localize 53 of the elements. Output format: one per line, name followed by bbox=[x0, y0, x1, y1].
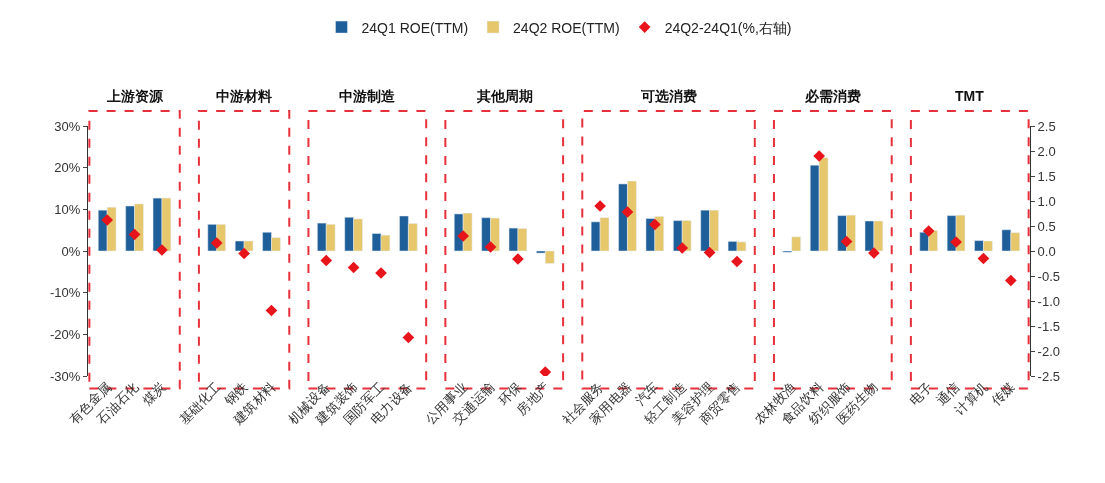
legend-label: 24Q1 ROE(TTM) bbox=[361, 19, 469, 36]
point bbox=[347, 261, 360, 274]
y-tick-label: 10% bbox=[54, 201, 81, 217]
point bbox=[402, 331, 415, 344]
y2-tick-label: 0.0 bbox=[1037, 243, 1056, 259]
y2-tick-label: -2.5 bbox=[1037, 368, 1061, 384]
y-tick-label: 20% bbox=[54, 160, 81, 176]
point bbox=[703, 246, 716, 259]
text: 其他周期 bbox=[476, 88, 533, 104]
y2-tick-label: 0.5 bbox=[1037, 218, 1056, 234]
x-tick-label: 煤炭 bbox=[139, 379, 169, 409]
point bbox=[676, 242, 689, 254]
point bbox=[922, 225, 935, 237]
point bbox=[484, 241, 497, 253]
text: 可选消费 bbox=[640, 88, 697, 104]
point bbox=[457, 230, 470, 242]
point bbox=[648, 218, 661, 231]
y2-tick-label: -1.0 bbox=[1037, 293, 1061, 309]
x-tick-label: 电子 bbox=[906, 379, 936, 409]
point bbox=[101, 214, 114, 226]
y-tick-label: -30% bbox=[50, 368, 81, 384]
text: 中游制造 bbox=[339, 88, 396, 104]
y-tick-label: -20% bbox=[50, 326, 81, 342]
x-tick-label: 基础化工 bbox=[176, 379, 224, 427]
y2-tick-label: 2.0 bbox=[1037, 143, 1056, 159]
point bbox=[977, 252, 990, 265]
point bbox=[128, 228, 141, 241]
y2-tick-label: 2.5 bbox=[1037, 118, 1056, 134]
point bbox=[1004, 274, 1017, 287]
point bbox=[840, 235, 853, 248]
y2-tick-label: -0.5 bbox=[1037, 268, 1061, 284]
y-tick-label: 0% bbox=[61, 243, 81, 259]
text: 上游资源 bbox=[106, 88, 164, 104]
legend-label: 24Q2-24Q1(%,右轴) bbox=[664, 19, 792, 36]
x-tick-label: 传媒 bbox=[988, 379, 1018, 409]
y2-tick-label: -2.0 bbox=[1037, 343, 1061, 359]
point bbox=[813, 150, 825, 162]
legend-label: 24Q2 ROE(TTM) bbox=[513, 19, 620, 36]
y2-tick-label: 1.5 bbox=[1037, 168, 1056, 184]
point bbox=[731, 255, 743, 268]
point bbox=[238, 247, 250, 260]
text: 必需消费 bbox=[804, 88, 861, 104]
text: TMT bbox=[955, 88, 985, 104]
point bbox=[621, 206, 634, 218]
y2-tick-label: 1.0 bbox=[1037, 193, 1056, 209]
point bbox=[210, 237, 223, 249]
point bbox=[539, 366, 552, 376]
y-tick-label: 30% bbox=[54, 118, 81, 134]
y-tick-label: -10% bbox=[50, 285, 81, 301]
text: 中游材料 bbox=[216, 88, 272, 104]
y2-tick-label: -1.5 bbox=[1037, 318, 1061, 334]
point bbox=[320, 254, 333, 267]
point bbox=[265, 304, 278, 317]
